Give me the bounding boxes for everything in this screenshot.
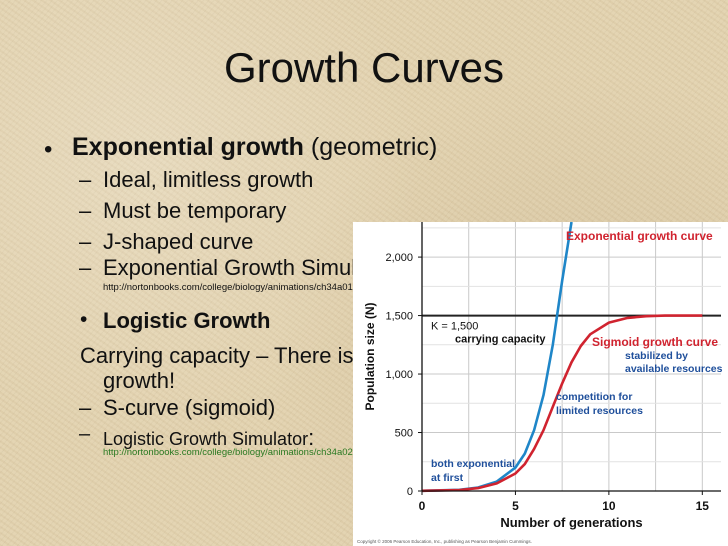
dash-icon: – xyxy=(79,229,92,254)
item-temporary: Must be temporary xyxy=(103,198,287,223)
bullet-icon: • xyxy=(44,136,53,163)
carrying-capacity-label: carrying capacity xyxy=(455,334,546,346)
log-simulator-label: Logistic Growth Simulator xyxy=(103,429,309,449)
annotation-exponential: Exponential growth curve xyxy=(566,229,713,243)
heading-exponential: Exponential growth (geometric) xyxy=(72,133,437,162)
x-tick-label: 5 xyxy=(512,499,519,513)
y-tick-label: 1,000 xyxy=(385,369,413,381)
plot-area xyxy=(422,222,721,491)
annotation-both-2: at first xyxy=(431,472,464,484)
growth-chart: 0 500 1,000 1,500 2,000 0 5 10 15 Number of gener… xyxy=(357,222,723,544)
copyright-text: Copyright © 2006 Pearson Education, Inc.… xyxy=(357,538,532,544)
log-simulator-link[interactable]: http://nortonbooks.com/college/biology/a… xyxy=(103,447,372,458)
annotation-stabilized-1: stabilized by xyxy=(625,350,688,362)
annotation-stabilized-2: available resources xyxy=(625,363,723,375)
bullet-icon: • xyxy=(80,308,88,331)
y-tick-label: 500 xyxy=(395,428,413,440)
exp-simulator-link[interactable]: http://nortonbooks.com/college/biology/a… xyxy=(103,282,372,293)
item-scurve: S-curve (sigmoid) xyxy=(103,395,276,420)
dash-icon: – xyxy=(79,198,92,223)
growth-curves-figure: 0 500 1,000 1,500 2,000 0 5 10 15 Number of gener… xyxy=(353,222,728,546)
x-tick-label: 15 xyxy=(696,499,710,513)
slide-title: Growth Curves xyxy=(223,44,505,91)
annotation-competition-1: competition for xyxy=(556,391,632,403)
y-tick-label: 0 xyxy=(407,486,413,498)
heading-logistic: Logistic Growth xyxy=(103,308,271,333)
item-ideal: Ideal, limitless growth xyxy=(103,167,314,192)
data-layer xyxy=(421,222,721,493)
item-carrying-capacity-line2: growth! xyxy=(103,368,176,393)
dash-icon: – xyxy=(79,423,91,445)
log-simulator-colon: : xyxy=(308,425,315,450)
sigmoid-curve xyxy=(421,314,703,493)
y-tick-label: 2,000 xyxy=(385,252,413,264)
label-layer: 0 500 1,000 1,500 2,000 0 5 10 15 Number of gener… xyxy=(357,229,723,544)
annotation-both-1: both exponential xyxy=(431,458,515,470)
grid-layer xyxy=(422,222,721,491)
exponential-term: Exponential growth xyxy=(72,133,304,161)
item-log-simulator: Logistic Growth Simulator: xyxy=(103,425,314,451)
k-label: K = 1,500 xyxy=(431,321,478,333)
dash-icon: – xyxy=(79,395,92,420)
axis-layer xyxy=(418,222,721,495)
y-axis-label: Population size (N) xyxy=(363,302,377,410)
x-tick-label: 0 xyxy=(419,499,426,513)
y-tick-label: 1,500 xyxy=(385,311,413,323)
dash-icon: – xyxy=(79,167,92,192)
annotation-competition-2: limited resources xyxy=(556,405,643,417)
annotation-sigmoid: Sigmoid growth curve xyxy=(592,335,718,349)
x-axis-label: Number of generations xyxy=(500,515,642,530)
item-exp-simulator: Exponential Growth Simulator xyxy=(103,255,395,280)
item-jcurve: J-shaped curve xyxy=(103,229,254,254)
dash-icon: – xyxy=(79,255,92,280)
exponential-qualifier: (geometric) xyxy=(303,133,438,161)
x-tick-label: 10 xyxy=(602,499,616,513)
